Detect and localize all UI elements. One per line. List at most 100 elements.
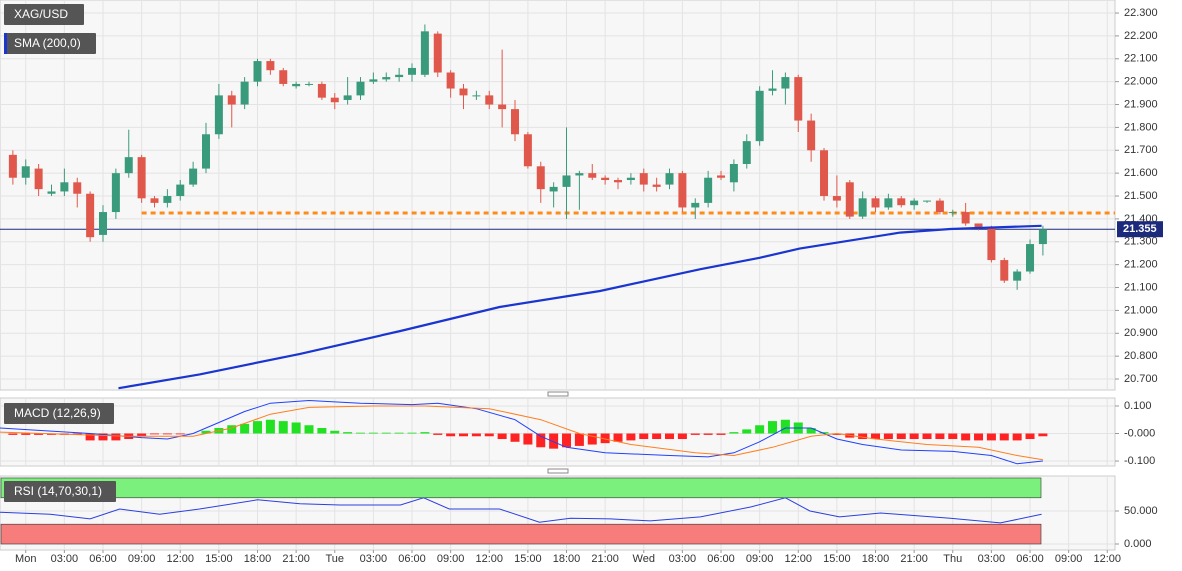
macd-panel: [0, 397, 1116, 467]
x-tick-label: 15:00: [823, 553, 851, 565]
x-tick-label: 12:00: [475, 553, 503, 565]
candle-body: [60, 182, 69, 192]
candle-body: [305, 83, 314, 85]
candle-body: [73, 182, 82, 194]
x-tick-label: 06:00: [398, 553, 426, 565]
candle-body: [356, 81, 365, 96]
macd-bar: [1025, 433, 1035, 440]
macd-bar: [175, 433, 185, 435]
divider-handle[interactable]: [547, 468, 569, 474]
macd-line: [0, 399, 1043, 465]
last-price-label: 21.355: [1123, 223, 1157, 235]
candle-body: [691, 202, 700, 208]
candle-body: [86, 193, 95, 238]
macd-bar: [253, 421, 263, 434]
macd-bar: [742, 429, 752, 434]
candle-body: [317, 83, 326, 98]
macd-bar: [536, 433, 546, 448]
y-tick-label: 20.700: [1124, 373, 1158, 385]
sma-line: [118, 224, 1042, 390]
y-tick-label: 0.000: [1124, 538, 1152, 550]
candle-body: [111, 173, 120, 213]
macd-bar: [755, 425, 765, 434]
x-tick-label: 15:00: [205, 553, 233, 565]
x-tick-label: 18:00: [862, 553, 890, 565]
candle-body: [974, 223, 983, 229]
candle-body: [253, 61, 262, 82]
legend-text: MACD (12,26,9): [14, 406, 101, 420]
candle-body: [1013, 271, 1022, 281]
macd-bar: [523, 433, 533, 445]
x-tick-label: 03:00: [51, 553, 79, 565]
candle-body: [8, 154, 17, 178]
macd-bar: [819, 432, 829, 434]
candle-body: [948, 212, 957, 214]
macd-bar: [98, 433, 108, 441]
macd-bar: [265, 419, 275, 434]
macd-bar: [162, 433, 172, 435]
x-tick-label: 06:00: [707, 553, 735, 565]
macd-bar: [510, 433, 520, 442]
macd-bar: [407, 432, 417, 434]
macd-bar: [111, 433, 121, 441]
macd-bar: [665, 433, 675, 440]
legend-text: RSI (14,70,30,1): [14, 484, 102, 498]
candle-body: [369, 79, 378, 82]
legend-box: [4, 33, 96, 54]
candle-body: [21, 166, 30, 178]
macd-bar: [1038, 433, 1048, 437]
macd-bar: [227, 425, 237, 434]
candle-body: [189, 168, 198, 185]
x-tick-label: Thu: [943, 553, 962, 565]
y-tick-label: 21.800: [1124, 121, 1158, 133]
candle-body: [536, 166, 545, 190]
y-tick-label: 21.100: [1124, 281, 1158, 293]
macd-bar: [652, 433, 662, 440]
candle-body: [485, 95, 494, 105]
candle-body: [742, 141, 751, 165]
candle-body: [511, 109, 520, 135]
candle-body: [240, 81, 249, 105]
candle-body: [433, 33, 442, 73]
macd-bar: [459, 433, 469, 437]
candle-body: [176, 184, 185, 197]
candle-body: [34, 168, 43, 190]
macd-bar: [896, 433, 906, 440]
y-tick-label: 22.200: [1124, 30, 1158, 42]
macd-bar: [613, 433, 623, 442]
y-tick-label: 21.300: [1124, 236, 1158, 248]
panel-plot: [0, 476, 1115, 550]
macd-bar: [986, 433, 996, 441]
x-tick-label: 21:00: [900, 553, 928, 565]
last-price-box: [1117, 221, 1163, 238]
legend-box: [4, 4, 84, 25]
candle-body: [279, 70, 288, 84]
macd-bar: [574, 433, 584, 446]
y-tick-label: 22.000: [1124, 76, 1158, 88]
candle-body: [163, 196, 172, 203]
macd-bar: [368, 432, 378, 434]
y-tick-label: 21.700: [1124, 144, 1158, 156]
macd-bar: [446, 433, 456, 437]
divider-handle[interactable]: [547, 391, 569, 397]
macd-bar: [34, 433, 44, 435]
rsi-band: [0, 477, 1042, 499]
rsi-band: [0, 523, 1042, 545]
candle-body: [588, 173, 597, 178]
x-tick-label: 09:00: [437, 553, 465, 565]
macd-bar: [21, 433, 31, 435]
macd-bar: [201, 430, 211, 434]
macd-bar: [948, 433, 958, 440]
macd-bar: [8, 433, 18, 435]
candle-body: [99, 212, 108, 235]
x-tick-label: 03:00: [669, 553, 697, 565]
legend-text: SMA (200,0): [14, 36, 81, 50]
candle-body: [562, 175, 571, 187]
macd-bar: [330, 430, 340, 434]
macd-bar: [471, 433, 481, 437]
candle-body: [575, 173, 584, 176]
candle-body: [408, 67, 417, 75]
candle-body: [614, 180, 623, 183]
candle-body: [935, 200, 944, 213]
macd-bar: [317, 428, 327, 434]
